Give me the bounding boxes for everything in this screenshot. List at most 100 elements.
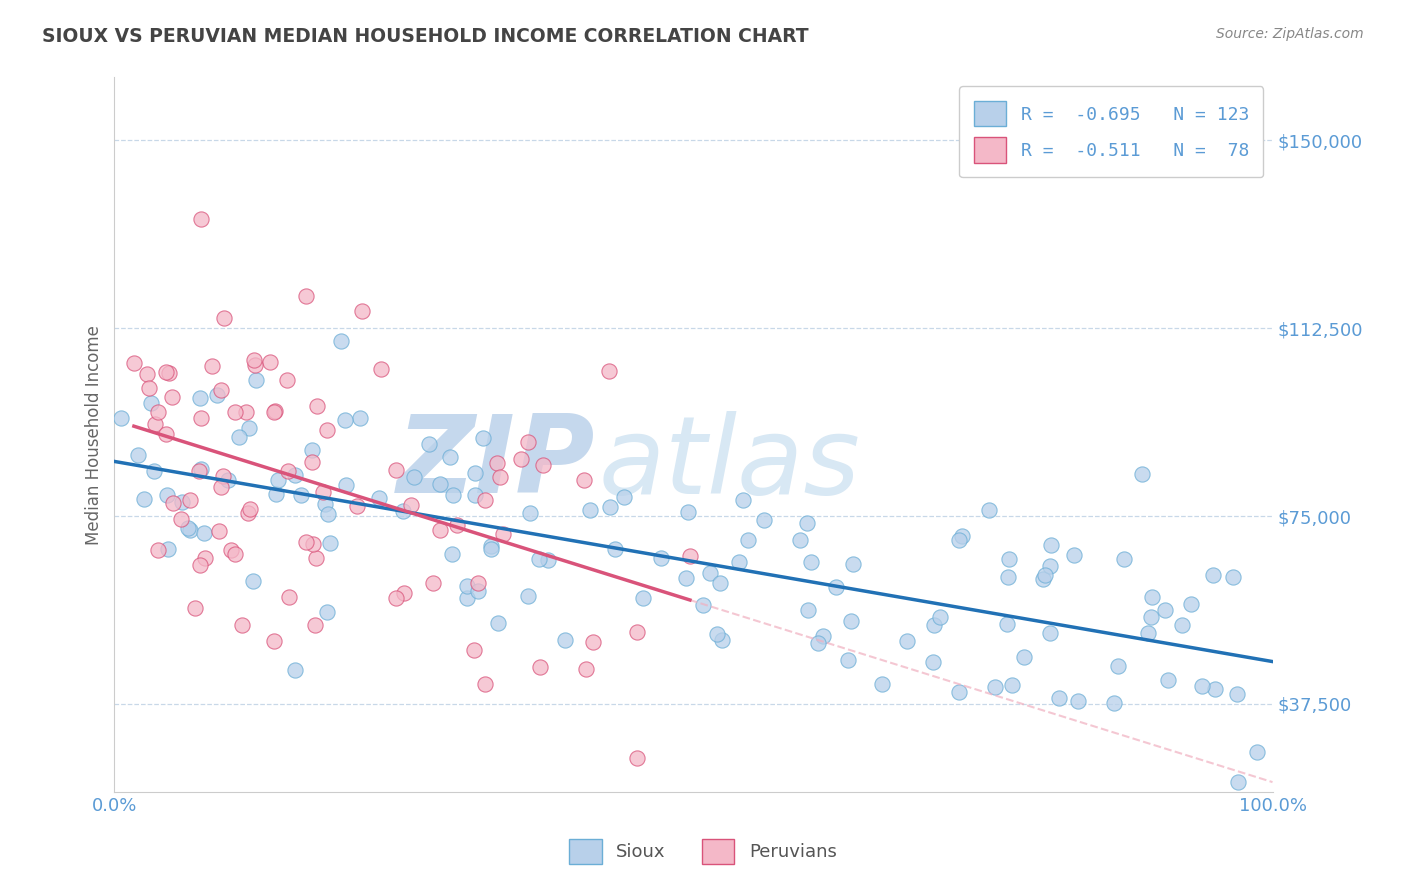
- Point: [796, 516, 818, 530]
- Point: [440, 547, 463, 561]
- Point: [245, 358, 267, 372]
- Point: [1038, 626, 1060, 640]
- Point: [1001, 678, 1024, 692]
- Point: [224, 405, 246, 419]
- Point: [825, 580, 848, 594]
- Point: [1246, 745, 1268, 759]
- Point: [208, 524, 231, 538]
- Point: [896, 633, 918, 648]
- Text: ZIP: ZIP: [396, 410, 595, 516]
- Point: [335, 477, 357, 491]
- Point: [467, 583, 489, 598]
- Point: [143, 464, 166, 478]
- Point: [284, 467, 307, 482]
- Point: [929, 610, 952, 624]
- Point: [429, 476, 451, 491]
- Point: [474, 677, 496, 691]
- Point: [319, 536, 342, 550]
- Point: [224, 547, 246, 561]
- Point: [675, 570, 697, 584]
- Point: [439, 450, 461, 464]
- Point: [231, 617, 253, 632]
- Point: [217, 473, 239, 487]
- Point: [1180, 597, 1202, 611]
- Point: [841, 614, 863, 628]
- Point: [467, 575, 489, 590]
- Point: [699, 566, 721, 581]
- Point: [212, 311, 235, 326]
- Point: [582, 635, 605, 649]
- Point: [692, 598, 714, 612]
- Point: [575, 662, 598, 676]
- Point: [631, 591, 654, 605]
- Point: [212, 468, 235, 483]
- Point: [1171, 617, 1194, 632]
- Point: [177, 521, 200, 535]
- Point: [1012, 650, 1035, 665]
- Point: [626, 624, 648, 639]
- Point: [811, 629, 834, 643]
- Point: [709, 575, 731, 590]
- Point: [1047, 691, 1070, 706]
- Point: [264, 403, 287, 417]
- Point: [188, 558, 211, 572]
- Point: [922, 656, 945, 670]
- Point: [479, 541, 502, 556]
- Point: [1107, 659, 1129, 673]
- Point: [399, 498, 422, 512]
- Point: [948, 684, 970, 698]
- Point: [179, 523, 201, 537]
- Point: [1039, 558, 1062, 573]
- Point: [132, 492, 155, 507]
- Text: SIOUX VS PERUVIAN MEDIAN HOUSEHOLD INCOME CORRELATION CHART: SIOUX VS PERUVIAN MEDIAN HOUSEHOLD INCOM…: [42, 27, 808, 45]
- Point: [650, 551, 672, 566]
- Point: [392, 586, 415, 600]
- Point: [492, 527, 515, 541]
- Point: [245, 372, 267, 386]
- Point: [276, 373, 298, 387]
- Point: [1222, 570, 1244, 584]
- Point: [312, 485, 335, 500]
- Point: [1226, 774, 1249, 789]
- Point: [418, 437, 440, 451]
- Point: [517, 434, 540, 449]
- Point: [789, 533, 811, 547]
- Point: [1112, 551, 1135, 566]
- Point: [737, 533, 759, 547]
- Point: [368, 491, 391, 505]
- Point: [138, 381, 160, 395]
- Point: [456, 579, 478, 593]
- Point: [441, 488, 464, 502]
- Point: [1204, 681, 1226, 696]
- Point: [486, 616, 509, 631]
- Point: [333, 413, 356, 427]
- Point: [679, 549, 702, 563]
- Point: [995, 617, 1018, 632]
- Point: [574, 473, 596, 487]
- Point: [190, 410, 212, 425]
- Legend: Sioux, Peruvians: Sioux, Peruvians: [555, 824, 851, 879]
- Point: [302, 537, 325, 551]
- Point: [194, 550, 217, 565]
- Point: [190, 212, 212, 227]
- Point: [1139, 610, 1161, 624]
- Point: [148, 543, 170, 558]
- Point: [201, 359, 224, 374]
- Point: [613, 491, 636, 505]
- Point: [979, 502, 1001, 516]
- Point: [1137, 626, 1160, 640]
- Point: [110, 411, 132, 425]
- Point: [301, 443, 323, 458]
- Point: [603, 541, 626, 556]
- Point: [385, 591, 408, 605]
- Point: [446, 517, 468, 532]
- Point: [837, 653, 859, 667]
- Point: [259, 355, 281, 369]
- Text: Source: ZipAtlas.com: Source: ZipAtlas.com: [1216, 27, 1364, 41]
- Point: [304, 551, 326, 566]
- Point: [316, 423, 339, 437]
- Point: [179, 492, 201, 507]
- Point: [263, 634, 285, 648]
- Text: atlas: atlas: [599, 410, 860, 516]
- Point: [554, 632, 576, 647]
